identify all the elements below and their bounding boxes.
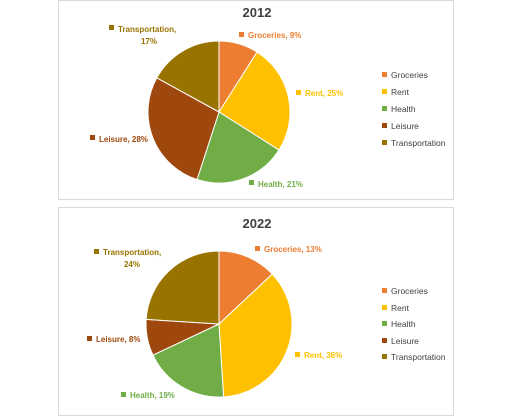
legend-label-leisure: Leisure <box>391 336 419 346</box>
data-label-transportation-line1: Transportation, <box>118 25 176 34</box>
legend-swatch-rent <box>382 89 387 94</box>
data-label-leisure: Leisure, 28% <box>99 135 148 144</box>
pie-slice-health <box>196 111 280 184</box>
data-label-marker-groceries <box>255 246 260 251</box>
pie-slice-groceries <box>218 250 273 326</box>
data-label-marker-leisure <box>90 135 95 140</box>
legend-label-groceries: Groceries <box>391 286 428 296</box>
legend-label-transportation: Transportation <box>391 352 446 362</box>
data-label-marker-transportation <box>94 249 99 254</box>
legend-label-transportation: Transportation <box>391 138 446 148</box>
legend-swatch-rent <box>382 305 387 310</box>
chart-panel-2012: 2012 Groceries, 9% Rent, 25% Health, 21%… <box>58 0 454 200</box>
pie-slice-health <box>152 323 225 398</box>
data-label-transportation-line2: 17% <box>141 37 157 46</box>
legend-swatch-groceries <box>382 288 387 293</box>
legend-swatch-health <box>382 321 387 326</box>
legend-label-health: Health <box>391 104 416 114</box>
data-label-rent: Rent, 36% <box>304 351 342 360</box>
legend-label-health: Health <box>391 319 416 329</box>
data-label-health: Health, 19% <box>130 391 175 400</box>
data-label-marker-leisure <box>87 336 92 341</box>
data-label-leisure: Leisure, 8% <box>96 335 140 344</box>
legend-swatch-health <box>382 106 387 111</box>
legend-swatch-transportation <box>382 354 387 359</box>
legend-swatch-leisure <box>382 123 387 128</box>
chart-title: 2022 <box>243 216 272 231</box>
legend-label-rent: Rent <box>391 87 410 97</box>
legend-swatch-leisure <box>382 338 387 343</box>
data-label-marker-transportation <box>109 25 114 30</box>
data-label-marker-health <box>249 180 254 185</box>
legend: Groceries Rent Health Leisure Transporta… <box>382 70 446 148</box>
legend-label-leisure: Leisure <box>391 121 419 131</box>
pie-slice-rent <box>218 273 293 398</box>
data-label-marker-health <box>121 392 126 397</box>
pie-slice-rent <box>218 51 291 151</box>
pie-slice-transportation <box>156 40 220 113</box>
data-label-transportation-line2: 24% <box>124 260 140 269</box>
pie-chart-2012: 2012 Groceries, 9% Rent, 25% Health, 21%… <box>90 5 446 189</box>
chart-panel-2022: 2022 Groceries, 13% Rent, 36% Health, 19… <box>58 207 454 416</box>
pie-slice-leisure <box>147 77 220 181</box>
data-label-marker-rent <box>296 90 301 95</box>
data-label-groceries: Groceries, 13% <box>264 245 322 254</box>
legend-label-rent: Rent <box>391 303 410 313</box>
pie-slice-transportation <box>145 250 220 325</box>
data-label-transportation-line1: Transportation, <box>103 248 161 257</box>
data-label-health: Health, 21% <box>258 180 303 189</box>
data-label-groceries: Groceries, 9% <box>248 31 301 40</box>
data-label-marker-rent <box>295 352 300 357</box>
data-label-rent: Rent, 25% <box>305 89 343 98</box>
legend: Groceries Rent Health Leisure Transporta… <box>382 286 446 362</box>
pie-chart-2022: 2022 Groceries, 13% Rent, 36% Health, 19… <box>87 216 446 400</box>
data-label-marker-groceries <box>239 32 244 37</box>
legend-swatch-groceries <box>382 72 387 77</box>
legend-label-groceries: Groceries <box>391 70 428 80</box>
chart-title: 2012 <box>243 5 272 20</box>
legend-swatch-transportation <box>382 140 387 145</box>
